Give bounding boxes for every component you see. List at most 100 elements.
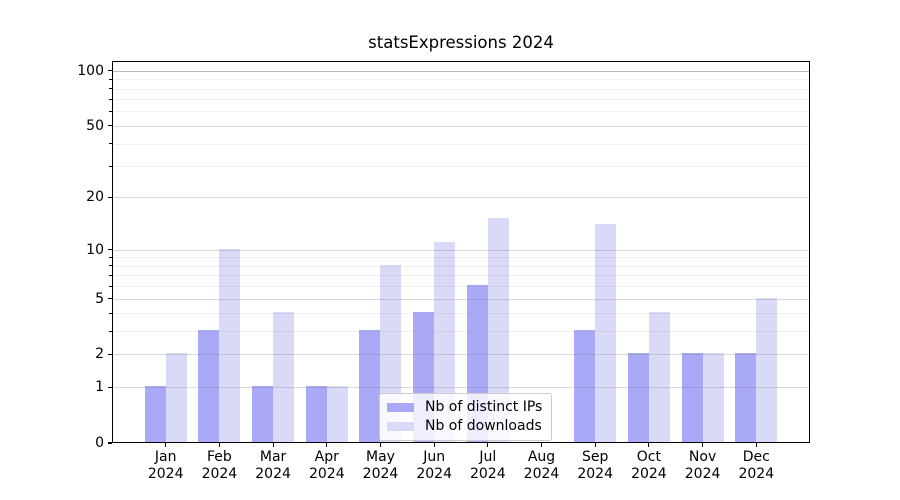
x-axis-month-label: Nov: [688, 449, 717, 465]
plot-area: Nb of distinct IPs Nb of downloads: [112, 61, 810, 443]
x-axis-tick-label: Jun 2024: [402, 449, 466, 482]
x-axis-tick: [487, 443, 489, 447]
y-axis-tick: [107, 297, 112, 300]
x-axis-tick: [702, 443, 704, 447]
bar-downloads-feb: [219, 248, 241, 442]
x-axis-tick-label: Mar 2024: [241, 449, 305, 482]
x-axis-tick: [648, 443, 650, 447]
gridline-minor: [113, 331, 809, 333]
x-axis-tick: [326, 443, 328, 447]
x-axis-tick-label: Dec 2024: [724, 449, 788, 482]
y-axis-minor-tick: [109, 143, 112, 144]
gridline-minor: [113, 88, 809, 90]
x-axis-year-label: 2024: [416, 465, 452, 482]
bar-distinct-ips-apr: [305, 386, 327, 442]
legend: Nb of distinct IPs Nb of downloads: [379, 393, 553, 441]
y-axis-tick: [107, 196, 112, 198]
x-axis-year-label: 2024: [308, 465, 345, 482]
gridline-major: [113, 197, 809, 199]
y-axis-minor-tick: [109, 265, 112, 267]
gridline-major: [113, 298, 809, 300]
x-axis-tick-label: Apr 2024: [295, 449, 359, 482]
y-axis-tick-label: 50: [86, 117, 104, 134]
y-axis-tick: [107, 353, 112, 355]
x-axis-tick: [540, 443, 543, 447]
x-axis-tick-label: May 2024: [349, 449, 413, 482]
legend-label-downloads: Nb of downloads: [425, 418, 542, 434]
y-axis-tick-label: 5: [95, 290, 104, 307]
y-axis-minor-tick: [109, 256, 112, 258]
gridline-major: [113, 125, 809, 127]
y-axis-tick-label: 100: [77, 62, 104, 79]
y-axis-tick-label: 2: [95, 346, 104, 363]
y-axis-minor-tick: [109, 110, 112, 112]
x-axis-month-label: Jul: [479, 449, 497, 465]
x-axis-tick-label: Oct 2024: [617, 449, 681, 482]
legend-item-downloads: Nb of downloads: [387, 418, 542, 435]
x-axis-month-label: Oct: [636, 449, 661, 465]
x-axis-year-label: 2024: [147, 465, 184, 482]
bar-distinct-ips-sep: [574, 330, 596, 442]
bar-downloads-mar: [273, 312, 295, 442]
y-axis-tick: [107, 442, 112, 444]
gridline-minor: [113, 166, 809, 167]
legend-swatch-downloads: [387, 421, 414, 432]
x-axis-month-label: Mar: [259, 449, 287, 465]
y-axis-minor-tick: [109, 312, 112, 314]
x-axis-tick: [755, 443, 757, 447]
x-axis-tick-label: Jul 2024: [456, 449, 520, 482]
x-axis-month-label: Jun: [423, 449, 446, 465]
bar-downloads-oct: [648, 312, 670, 442]
x-axis-year-label: 2024: [469, 465, 506, 482]
bar-distinct-ips-nov: [681, 353, 703, 442]
gridline-major: [113, 70, 809, 72]
gridline-minor: [113, 275, 809, 277]
y-axis-minor-tick: [109, 98, 112, 100]
gridline-minor: [113, 143, 809, 145]
x-axis-month-label: Aug: [527, 449, 556, 465]
x-axis-tick-label: Feb 2024: [187, 449, 251, 482]
gridline-major: [113, 249, 809, 251]
bar-distinct-ips-oct: [627, 353, 649, 442]
x-axis-month-label: Apr: [314, 449, 339, 465]
gridline-minor: [113, 257, 809, 259]
bar-downloads-jan: [165, 353, 187, 442]
y-axis-tick-label: 1: [95, 379, 104, 396]
x-axis-month-label: May: [366, 449, 395, 465]
x-axis-year-label: 2024: [684, 465, 721, 482]
gridline-minor: [113, 313, 809, 315]
legend-swatch-distinct-ips: [387, 402, 414, 413]
gridline-minor: [113, 111, 809, 113]
bar-downloads-dec: [756, 297, 778, 442]
x-axis-month-label: Sep: [581, 449, 609, 465]
x-axis-tick-label: Sep 2024: [563, 449, 627, 482]
x-axis-tick: [165, 443, 167, 447]
x-axis-year-label: 2024: [255, 465, 291, 482]
bar-downloads-jul: [487, 218, 509, 442]
x-axis-tick-label: Nov 2024: [671, 449, 735, 482]
y-axis-tick-label: 0: [95, 435, 104, 451]
bar-downloads-sep: [595, 223, 617, 442]
bar-downloads-nov: [702, 353, 724, 442]
y-axis-minor-tick: [109, 330, 112, 332]
bar-distinct-ips-mar: [252, 386, 274, 442]
x-axis-tick: [594, 443, 596, 447]
bar-distinct-ips-jan: [144, 386, 166, 442]
bar-distinct-ips-feb: [198, 330, 220, 442]
gridline-minor: [113, 265, 809, 267]
gridline-major: [113, 387, 809, 389]
y-axis-tick-label: 20: [86, 189, 104, 206]
y-axis-tick: [107, 125, 112, 127]
y-axis-tick: [107, 249, 112, 251]
bar-distinct-ips-dec: [735, 353, 757, 442]
x-axis-tick: [218, 443, 220, 447]
x-axis-tick-label: Aug 2024: [510, 449, 574, 482]
bar-downloads-jun: [434, 241, 456, 442]
y-axis-minor-tick: [109, 165, 112, 167]
gridline-minor: [113, 286, 809, 288]
y-axis-minor-tick: [109, 78, 112, 80]
x-axis-year-label: 2024: [577, 465, 613, 482]
y-axis-tick-label: 10: [86, 241, 104, 258]
x-axis-month-label: Dec: [742, 449, 770, 465]
y-axis-tick: [107, 70, 112, 72]
